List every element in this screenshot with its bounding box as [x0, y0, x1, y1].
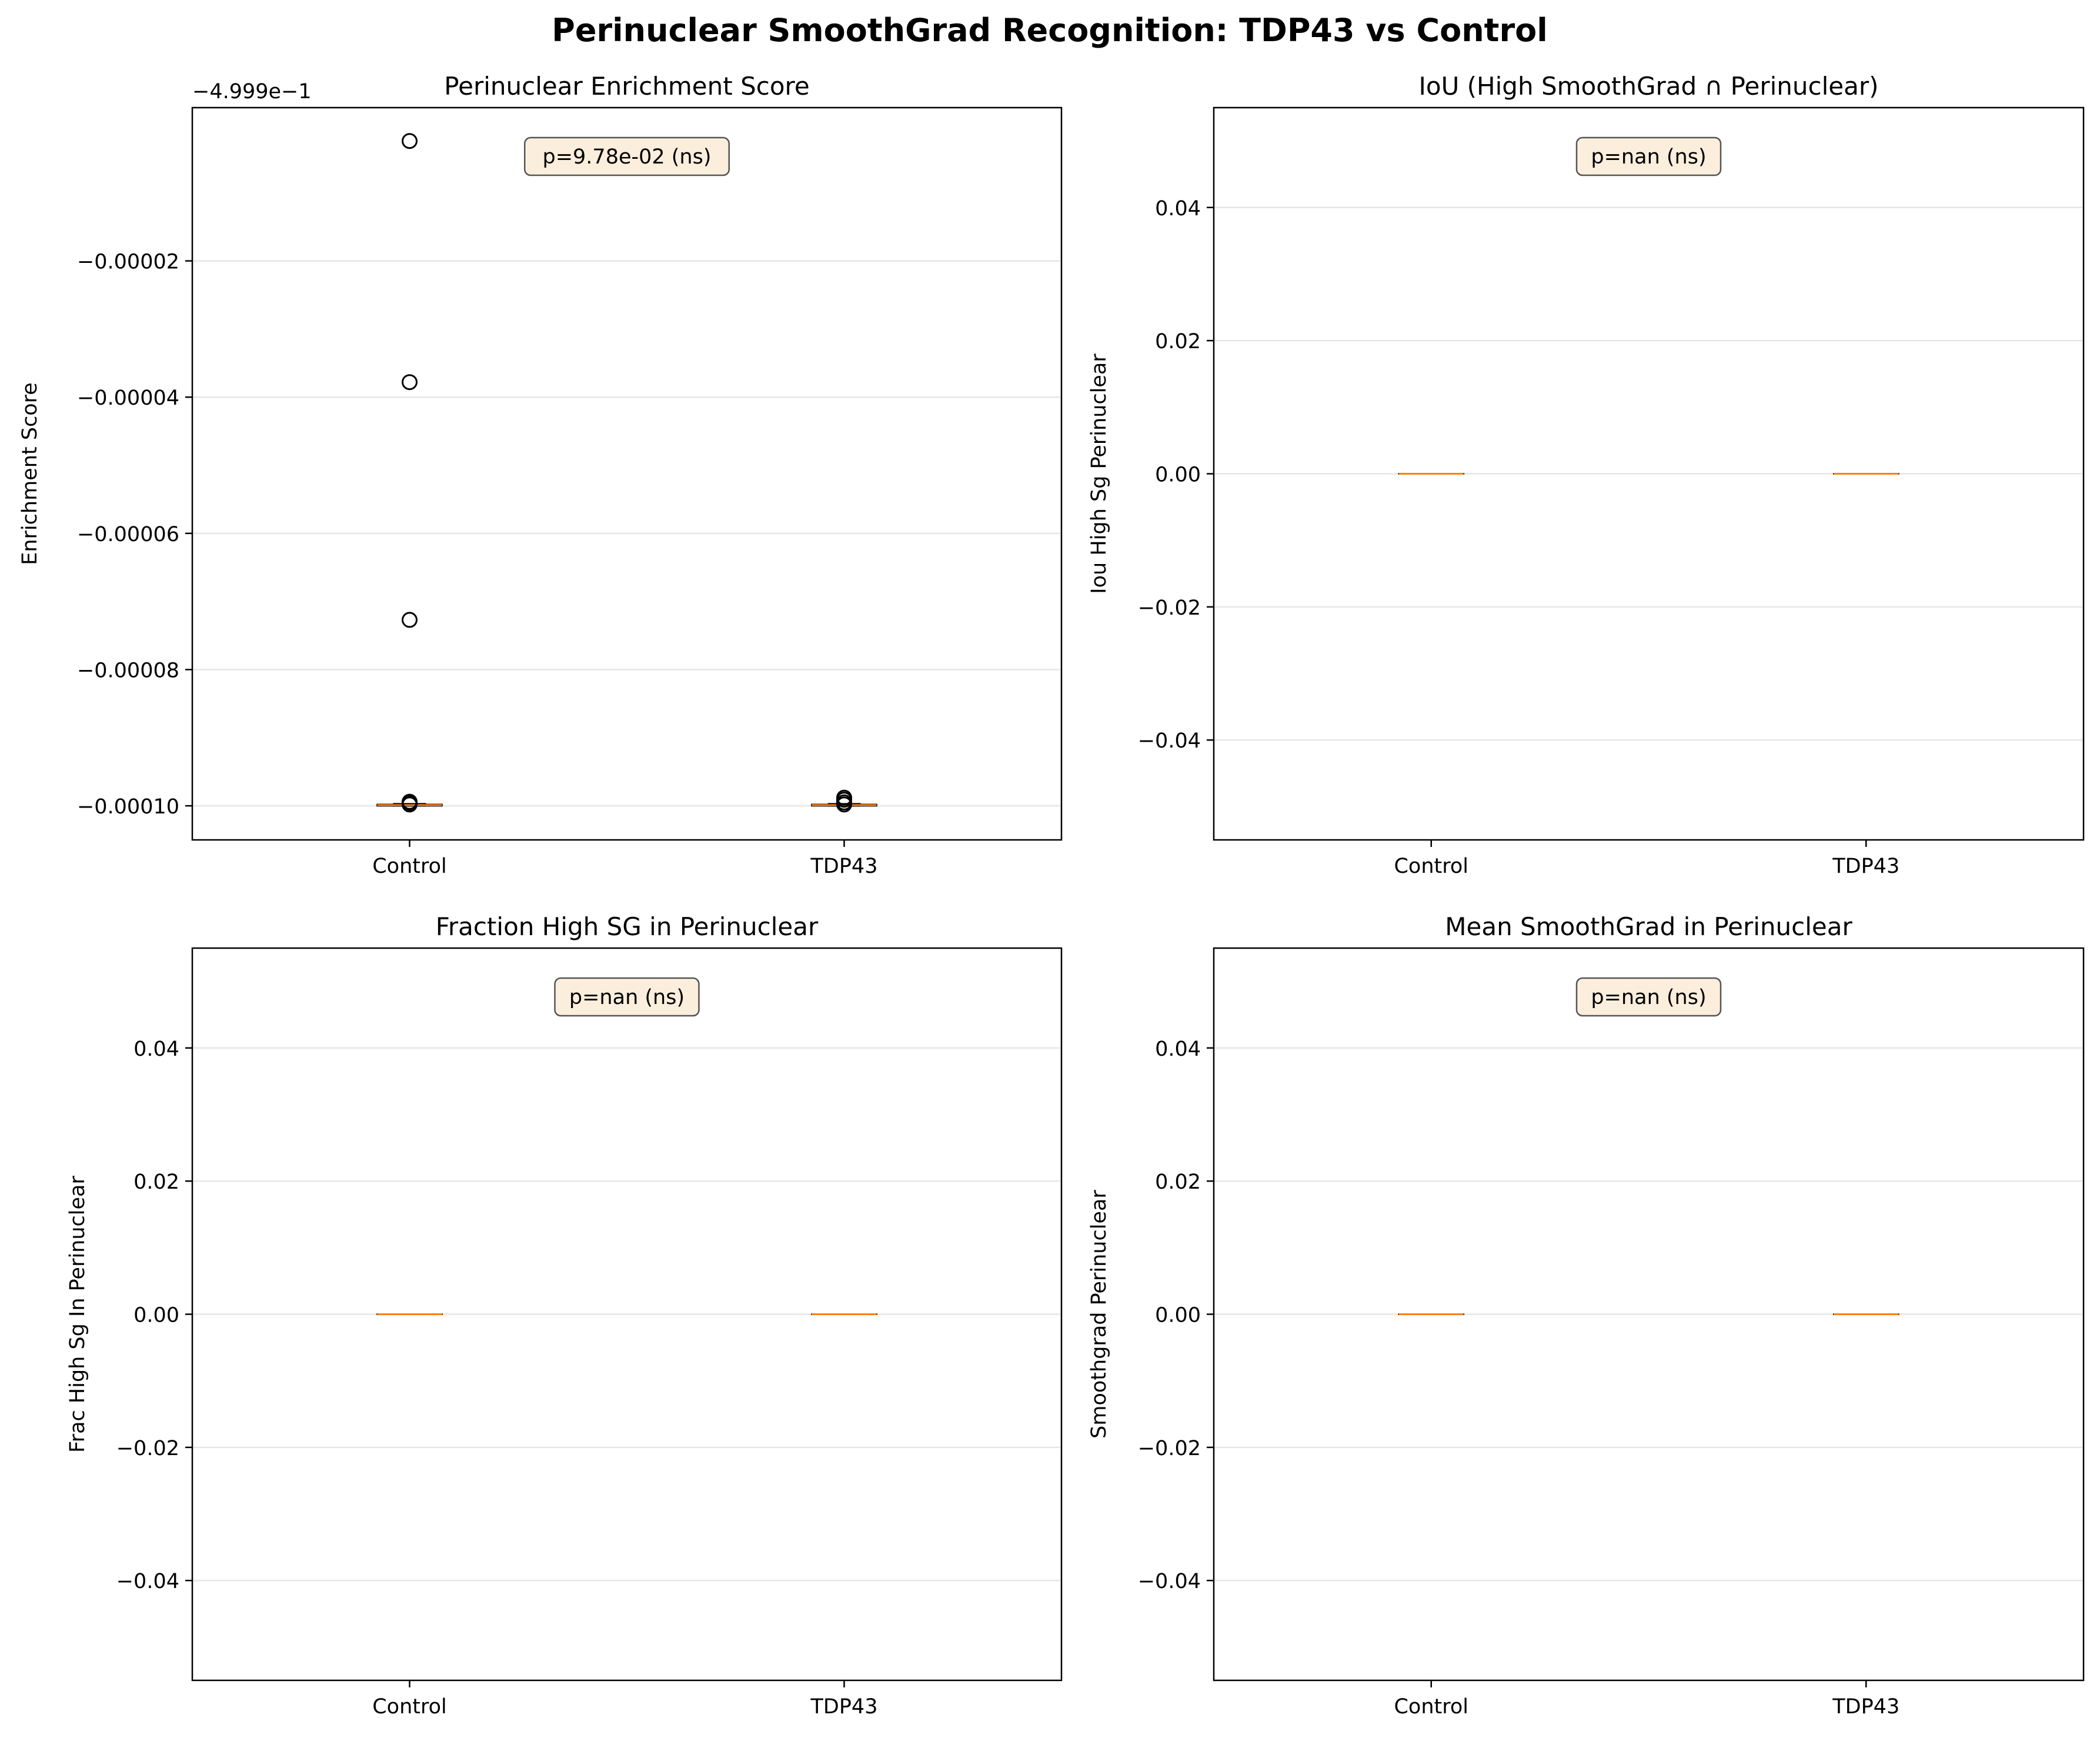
p-value-annotation: p=nan (ns): [554, 977, 700, 1017]
outlier-point: [402, 374, 418, 391]
subplot-title: Perinuclear Enrichment Score: [444, 72, 809, 101]
y-tick-label: 0.04: [1155, 197, 1201, 221]
y-tick-label: −0.02: [1138, 1437, 1201, 1460]
subplot-enrichment: −0.00002 −0.00004 −0.00006 −0.00008 −0.00010…: [18, 72, 1063, 878]
box-control: [376, 133, 443, 813]
annotation-text: p=nan (ns): [569, 986, 685, 1009]
y-tick-label: 0.02: [1155, 330, 1201, 353]
y-tick-label: 0.00: [1155, 463, 1201, 487]
p-value-annotation: p=nan (ns): [1575, 977, 1722, 1017]
annotation-box: [554, 977, 700, 1017]
subplot-mean-smoothgrad: 0.04 0.02 0.00 −0.02 −0.04 Control TDP43 Mean S…: [1087, 912, 2085, 1719]
axes-frame: [191, 106, 1063, 841]
subplot-fraction: 0.04 0.02 0.00 −0.02 −0.04 Control TDP43 Fracti…: [66, 912, 1063, 1719]
outlier-point: [402, 612, 418, 628]
y-tick-label: 0.02: [1155, 1170, 1201, 1194]
y-tick-label: −0.04: [1138, 1570, 1201, 1593]
y-tick-label: −0.00008: [77, 659, 179, 682]
y-offset-label: −4.999e−1: [192, 80, 312, 104]
subplot-title: IoU (High SmoothGrad ∩ Perinuclear): [1419, 72, 1879, 101]
y-tick-label: −0.02: [116, 1437, 179, 1460]
annotation-box: [1575, 136, 1722, 176]
y-tick-label: −0.00010: [77, 795, 179, 819]
x-tick-label: Control: [372, 855, 447, 878]
x-tick-label: Control: [1394, 1695, 1468, 1719]
subplot-title: Fraction High SG in Perinuclear: [436, 912, 819, 941]
y-axis-label: Enrichment Score: [18, 382, 42, 565]
y-tick-label: −0.00006: [77, 523, 179, 546]
subplot-title: Mean SmoothGrad in Perinuclear: [1445, 912, 1852, 941]
annotation-box: [524, 136, 730, 176]
y-tick-label: −0.00002: [77, 251, 179, 274]
outlier-point: [836, 796, 852, 813]
x-tick-label: TDP43: [810, 855, 878, 878]
outlier-point: [402, 133, 418, 149]
annotation-text: p=nan (ns): [1591, 986, 1706, 1009]
x-tick-label: Control: [372, 1695, 447, 1719]
x-tick-label: TDP43: [1832, 1695, 1899, 1719]
y-tick-label: 0.04: [1155, 1038, 1201, 1061]
y-tick-label: −0.00004: [77, 386, 179, 410]
y-axis-label: Iou High Sg Perinuclear: [1087, 353, 1111, 594]
p-value-annotation: p=nan (ns): [1575, 136, 1722, 176]
figure-title: Perinuclear SmoothGrad Recognition: TDP4…: [552, 12, 1547, 49]
annotation-text: p=9.78e-02 (ns): [542, 145, 711, 169]
outlier-point: [402, 795, 418, 811]
y-axis-label: Smoothgrad Perinuclear: [1087, 1190, 1111, 1439]
y-tick-label: 0.02: [133, 1170, 179, 1194]
y-tick-label: −0.02: [1138, 596, 1201, 620]
y-axis-label: Frac High Sg In Perinuclear: [66, 1176, 89, 1453]
annotation-text: p=nan (ns): [1591, 145, 1706, 169]
box-tdp43: [811, 789, 877, 813]
y-tick-label: −0.04: [116, 1570, 179, 1593]
x-tick-label: TDP43: [1832, 855, 1899, 878]
annotation-box: [1575, 977, 1722, 1017]
y-tick-label: −0.04: [1138, 729, 1201, 753]
subplot-iou: 0.04 0.02 0.00 −0.02 −0.04 Control TDP43 IoU (H…: [1087, 72, 2085, 878]
p-value-annotation: p=9.78e-02 (ns): [524, 136, 730, 176]
x-tick-label: Control: [1394, 855, 1468, 878]
x-tick-label: TDP43: [810, 1695, 878, 1719]
y-tick-label: 0.00: [1155, 1304, 1201, 1327]
y-tick-label: 0.04: [133, 1038, 179, 1061]
y-tick-label: 0.00: [133, 1304, 179, 1327]
